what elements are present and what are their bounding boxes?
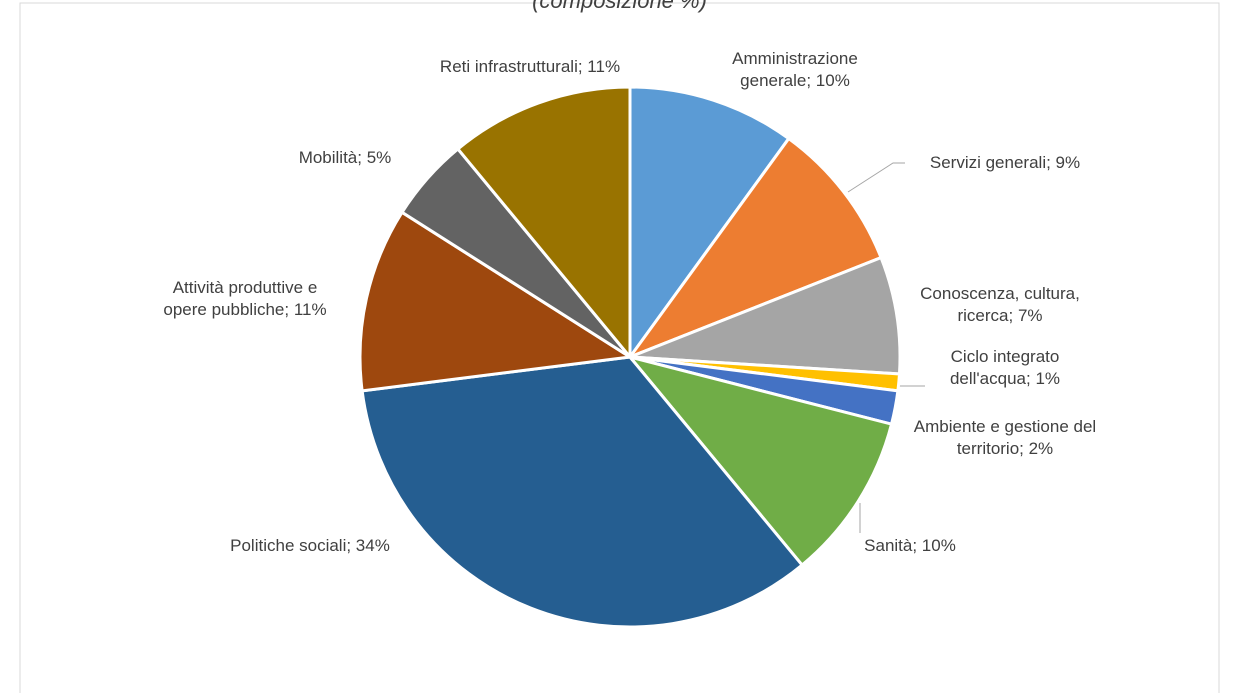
data-label: Ambiente e gestione del territorio; 2%	[913, 417, 1097, 458]
pie-slice	[358, 210, 635, 393]
pie-slice	[629, 255, 902, 376]
pie-slice	[625, 354, 894, 568]
data-label: Mobilità; 5%	[298, 148, 392, 167]
pie-slice	[455, 85, 632, 362]
data-label: Reti infrastrutturali; 11%	[439, 57, 621, 76]
leader-line	[847, 162, 905, 193]
pie-slice	[628, 85, 791, 362]
chart-frame	[19, 2, 1220, 693]
data-label: Conoscenza, cultura, ricerca; 7%	[920, 284, 1080, 325]
chart-title: (composizione %)	[532, 0, 707, 13]
data-label: Ciclo integrato dell'acqua; 1%	[949, 347, 1061, 388]
data-label: Servizi generali; 9%	[929, 153, 1081, 172]
data-label: Amministrazione generale; 10%	[732, 49, 858, 90]
pie-slice	[625, 136, 883, 361]
data-label: Politiche sociali; 34%	[230, 536, 390, 555]
data-label: Attività produttive e opere pubbliche; 1…	[163, 278, 327, 319]
pie-slice	[360, 355, 805, 629]
data-label: Sanità; 10%	[864, 536, 956, 555]
